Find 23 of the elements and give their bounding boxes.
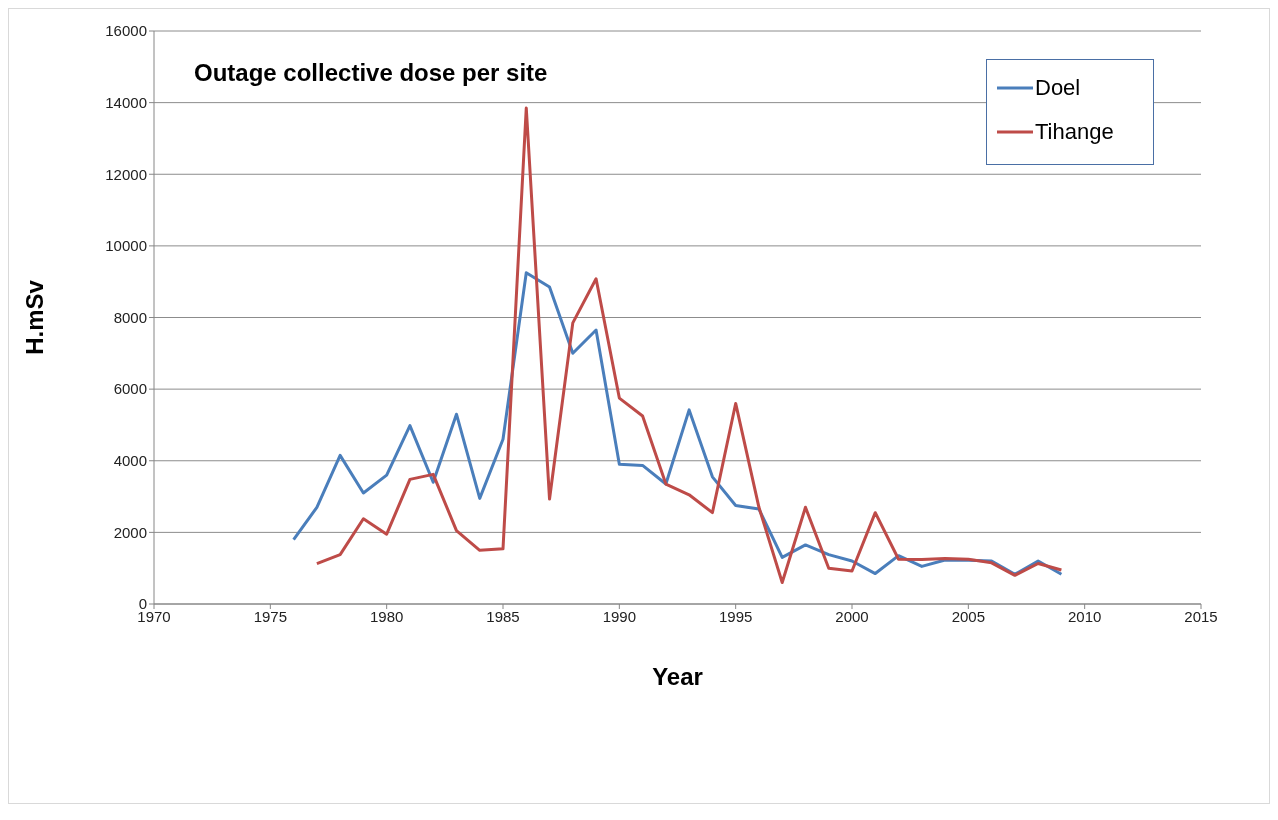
text: Outage collective dose per site (194, 59, 548, 87)
legend-label: Tihange (1035, 119, 1114, 145)
y-tick-label: 0 (138, 595, 147, 613)
x-tick-label: 1985 (486, 607, 520, 625)
x-axis-title: Year (652, 663, 703, 690)
x-tick-label: 1995 (718, 607, 753, 625)
x-tick-label: 2015 (1184, 607, 1218, 625)
y-tick-label: 6000 (113, 380, 147, 398)
x-tick-label: 1975 (253, 607, 288, 625)
y-tick-label: 4000 (113, 452, 147, 470)
x-tick-label: 2005 (951, 607, 986, 625)
y-tick-label: 16000 (105, 22, 147, 40)
y-tick-label: 2000 (113, 523, 147, 541)
y-tick-label: 8000 (113, 308, 147, 326)
x-tick-label: 2010 (1067, 607, 1102, 625)
y-axis-title: H.mSv (20, 279, 48, 355)
y-tick-label: 10000 (105, 237, 147, 255)
y-tick-label: 12000 (105, 165, 147, 183)
legend-label: Doel (1035, 75, 1081, 101)
x-tick-label: 1990 (602, 607, 637, 625)
y-tick-label: 14000 (105, 93, 147, 111)
x-tick-label: 1980 (369, 607, 404, 625)
x-tick-label: 2000 (835, 607, 869, 625)
